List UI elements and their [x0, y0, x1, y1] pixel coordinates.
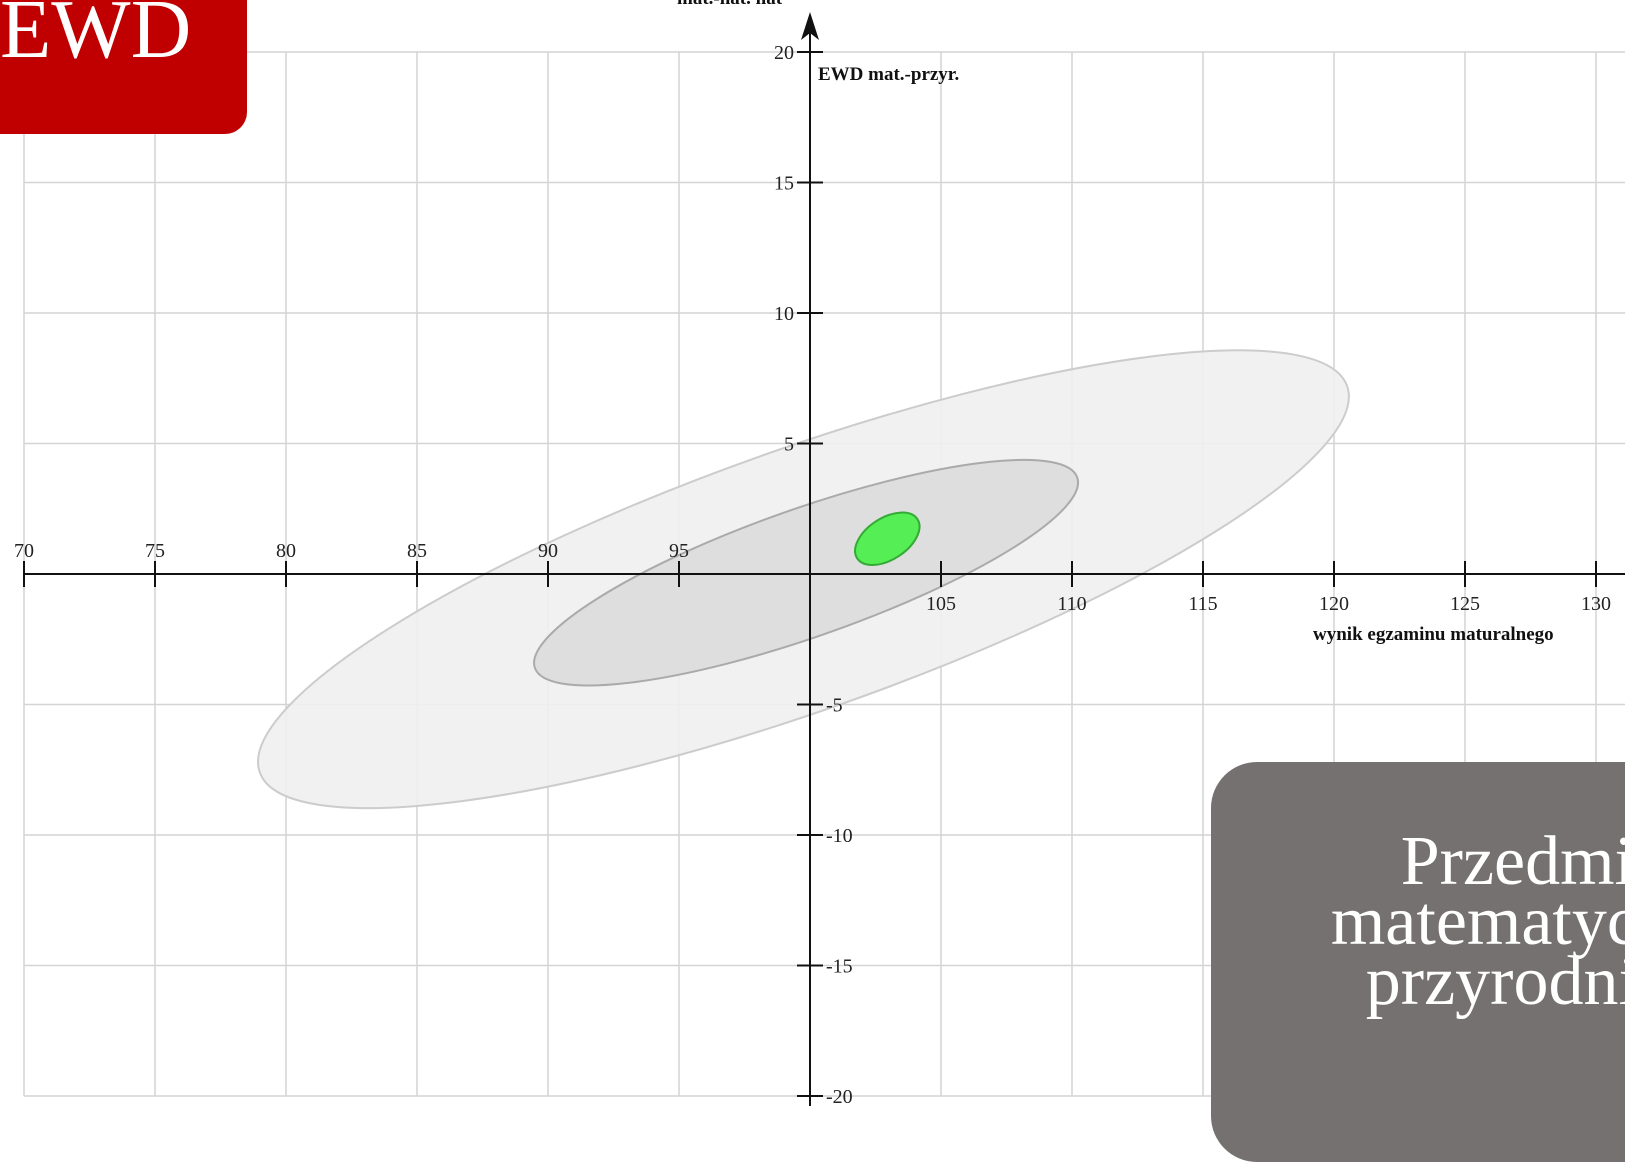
x-tick-label: 105	[926, 593, 956, 615]
ewd-badge: EWD	[0, 0, 247, 134]
panel-line-2: matematycz	[1330, 883, 1625, 960]
x-tick-label: 70	[14, 540, 34, 562]
panel-line-3: przyrodnic	[1365, 943, 1625, 1020]
y-axis-arrow	[801, 12, 819, 40]
y-tick-label: -5	[826, 695, 843, 717]
axes	[24, 12, 1625, 1106]
ellipse-school	[854, 511, 921, 566]
x-tick-label: 95	[669, 540, 689, 562]
panel-line-1: Przedmio	[1400, 823, 1625, 900]
x-tick-label: 75	[145, 540, 165, 562]
x-tick-label: 115	[1188, 593, 1217, 615]
x-tick-label: 110	[1057, 593, 1086, 615]
y-tick-label: 20	[774, 42, 794, 64]
y-tick-label: 5	[784, 434, 794, 456]
x-tick-label: 125	[1450, 593, 1480, 615]
y-tick-label: 10	[774, 303, 794, 325]
subject-panel-text: Przedmio matematycz przyrodnic	[1211, 823, 1625, 1020]
subject-panel: Przedmio matematycz przyrodnic	[1211, 762, 1625, 1162]
y-tick-label: 15	[774, 173, 794, 195]
x-tick-label: 130	[1581, 593, 1611, 615]
y-tick-label: -10	[826, 825, 853, 847]
y-tick-label: -20	[826, 1086, 853, 1106]
x-tick-label: 85	[407, 540, 427, 562]
y-tick-label: -15	[826, 956, 853, 978]
top-axis-label: mat.-nat. nat	[677, 0, 783, 9]
badge-text: EWD	[0, 0, 192, 76]
x-tick-label: 90	[538, 540, 558, 562]
ellipses	[257, 349, 1350, 810]
y-axis-title: EWD mat.-przyr.	[818, 64, 959, 85]
x-tick-label: 80	[276, 540, 296, 562]
x-tick-label: 120	[1319, 593, 1349, 615]
x-axis-title: wynik egzaminu maturalnego	[1313, 624, 1554, 645]
ellipse-inner	[533, 458, 1080, 687]
